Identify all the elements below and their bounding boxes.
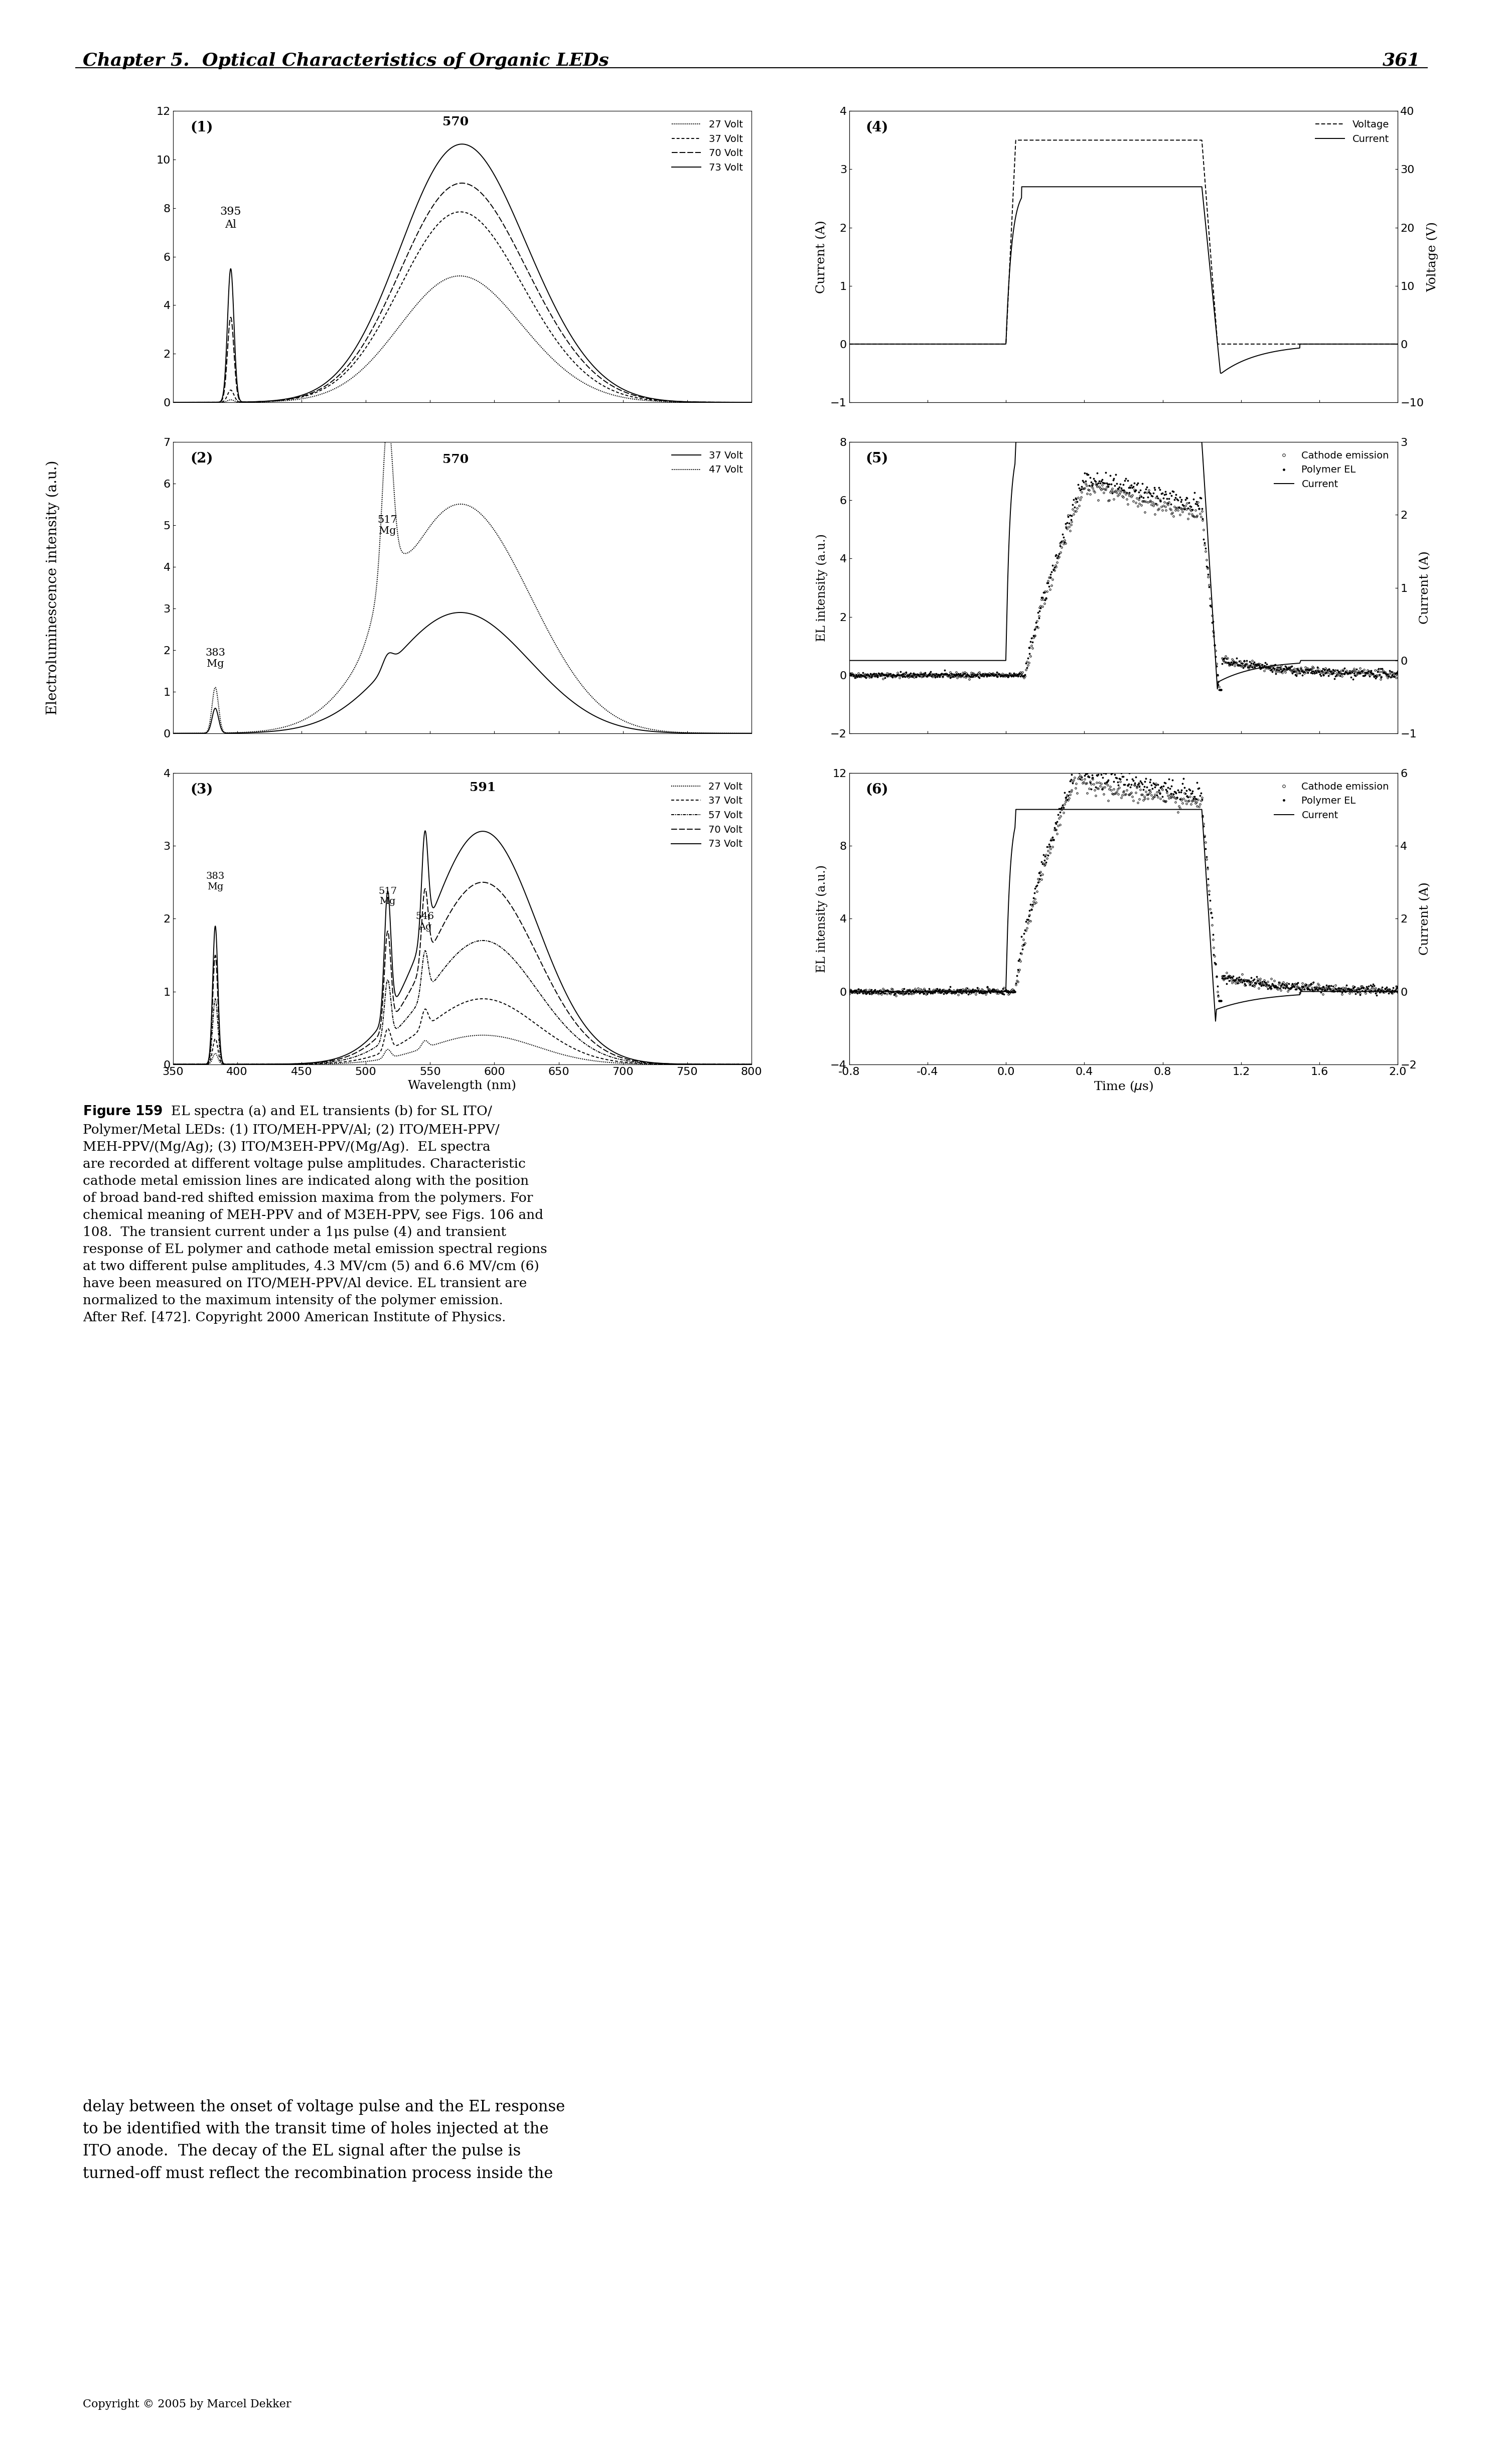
Polymer EL	[981, 978, 999, 1008]
Cathode emission	[1207, 648, 1225, 678]
Legend: 27 Volt, 37 Volt, 70 Volt, 73 Volt: 27 Volt, 37 Volt, 70 Volt, 73 Volt	[667, 116, 747, 177]
Text: (2): (2)	[191, 451, 213, 466]
Text: (5): (5)	[866, 451, 888, 466]
Cathode emission	[1165, 503, 1183, 532]
Legend: Cathode emission, Polymer EL, Current: Cathode emission, Polymer EL, Current	[1270, 446, 1393, 493]
Cathode emission	[981, 976, 999, 1005]
Line: Polymer EL: Polymer EL	[848, 471, 1399, 690]
Polymer EL	[1207, 650, 1225, 680]
Text: 383
Mg: 383 Mg	[206, 648, 225, 668]
Cathode emission	[1076, 468, 1094, 498]
Polymer EL	[1210, 675, 1228, 705]
Cathode emission	[1072, 752, 1090, 781]
Text: (6): (6)	[866, 784, 888, 796]
Y-axis label: EL intensity (a.u.): EL intensity (a.u.)	[816, 535, 828, 641]
Line: Cathode emission: Cathode emission	[848, 483, 1399, 690]
Cathode emission	[1207, 961, 1225, 991]
Polymer EL	[938, 978, 956, 1008]
Polymer EL	[1072, 744, 1090, 774]
Text: (1): (1)	[191, 121, 213, 136]
Cathode emission	[1210, 986, 1228, 1015]
X-axis label: Wavelength (nm): Wavelength (nm)	[407, 1079, 517, 1092]
Polymer EL	[840, 660, 858, 690]
Cathode emission	[938, 976, 956, 1005]
Text: 361: 361	[1383, 52, 1420, 69]
Y-axis label: Current (A): Current (A)	[1419, 882, 1431, 956]
Polymer EL	[1165, 476, 1183, 505]
Polymer EL	[1090, 759, 1108, 788]
Polymer EL	[1088, 458, 1106, 488]
Polymer EL	[1255, 966, 1273, 995]
Cathode emission	[1255, 655, 1273, 685]
Text: 546
Ag: 546 Ag	[415, 912, 434, 931]
Y-axis label: Current (A): Current (A)	[816, 219, 828, 293]
Legend: Voltage, Current: Voltage, Current	[1311, 116, 1393, 148]
Text: (3): (3)	[191, 784, 213, 796]
Text: $\mathbf{Figure\ 159}$  EL spectra (a) and EL transients (b) for SL ITO/
Polymer: $\mathbf{Figure\ 159}$ EL spectra (a) an…	[83, 1104, 547, 1323]
Legend: 27 Volt, 37 Volt, 57 Volt, 70 Volt, 73 Volt: 27 Volt, 37 Volt, 57 Volt, 70 Volt, 73 V…	[667, 779, 747, 853]
Cathode emission	[981, 660, 999, 690]
Polymer EL	[981, 660, 999, 690]
Cathode emission	[1090, 485, 1108, 515]
Polymer EL	[938, 660, 956, 690]
X-axis label: Time ($\mu$s): Time ($\mu$s)	[1094, 1079, 1153, 1094]
Polymer EL	[1389, 973, 1407, 1003]
Polymer EL	[1210, 986, 1228, 1015]
Text: (4): (4)	[866, 121, 888, 136]
Text: 591: 591	[469, 781, 496, 793]
Text: 570: 570	[443, 453, 469, 466]
Legend: Cathode emission, Polymer EL, Current: Cathode emission, Polymer EL, Current	[1270, 779, 1393, 823]
Cathode emission	[938, 658, 956, 687]
Text: 517
Mg: 517 Mg	[377, 515, 398, 535]
Cathode emission	[1165, 781, 1183, 811]
Text: 395
Al: 395 Al	[219, 207, 242, 229]
Cathode emission	[840, 978, 858, 1008]
Text: 517
Mg: 517 Mg	[379, 887, 397, 907]
Cathode emission	[1389, 658, 1407, 687]
Text: delay between the onset of voltage pulse and the EL response
to be identified wi: delay between the onset of voltage pulse…	[83, 2099, 565, 2181]
Line: Polymer EL: Polymer EL	[848, 756, 1399, 1003]
Cathode emission	[1090, 774, 1108, 803]
Text: 383
Mg: 383 Mg	[206, 872, 224, 892]
Polymer EL	[1097, 458, 1115, 488]
Cathode emission	[1255, 966, 1273, 995]
Y-axis label: Current (A): Current (A)	[1419, 552, 1431, 623]
Text: 570: 570	[443, 116, 469, 128]
Text: Electroluminescence intensity (a.u.): Electroluminescence intensity (a.u.)	[45, 461, 60, 715]
Cathode emission	[840, 660, 858, 690]
Polymer EL	[1255, 650, 1273, 680]
Text: Chapter 5.  Optical Characteristics of Organic LEDs: Chapter 5. Optical Characteristics of Or…	[83, 52, 609, 69]
Polymer EL	[1207, 961, 1225, 991]
Line: Cathode emission: Cathode emission	[848, 764, 1399, 1000]
Polymer EL	[840, 976, 858, 1005]
Polymer EL	[1165, 779, 1183, 808]
Text: Copyright © 2005 by Marcel Dekker: Copyright © 2005 by Marcel Dekker	[83, 2400, 292, 2410]
Cathode emission	[1211, 675, 1229, 705]
Polymer EL	[1389, 655, 1407, 685]
Y-axis label: Voltage (V): Voltage (V)	[1426, 222, 1438, 291]
Cathode emission	[1389, 978, 1407, 1008]
Legend: 37 Volt, 47 Volt: 37 Volt, 47 Volt	[667, 446, 747, 478]
Y-axis label: EL intensity (a.u.): EL intensity (a.u.)	[816, 865, 828, 973]
